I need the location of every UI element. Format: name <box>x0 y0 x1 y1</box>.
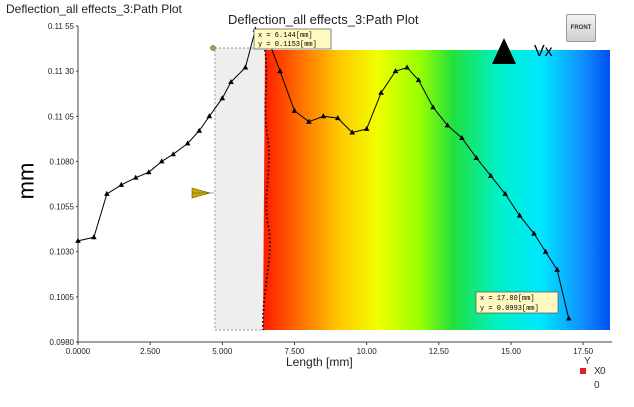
x-tick-label: 7.500 <box>284 347 305 356</box>
triad-x-zero: 0 <box>600 366 606 377</box>
data-point-marker[interactable] <box>277 68 283 74</box>
data-point-marker[interactable] <box>542 248 549 254</box>
data-point-marker[interactable] <box>104 190 110 196</box>
data-point-marker[interactable] <box>531 230 537 236</box>
data-point-marker[interactable] <box>306 118 312 124</box>
point-tooltip-end: x = 17.00[mm] y = 0.0993[mm] <box>475 291 559 314</box>
x-tick-label: 15.00 <box>501 347 522 356</box>
x-tick-label: 12.50 <box>429 347 450 356</box>
tooltip-y-line: y = 0.1153[mm] <box>258 41 317 49</box>
data-point-marker[interactable] <box>334 115 341 121</box>
data-point-marker[interactable] <box>320 113 327 119</box>
deflection-contour <box>263 50 610 330</box>
vx-arrow-icon <box>492 38 516 64</box>
data-point-marker[interactable] <box>145 169 152 175</box>
y-tick-label: 0.0980 <box>50 338 75 347</box>
triad-x-label: X <box>594 366 601 377</box>
point-tooltip-max: x = 6.144[mm] y = 0.1153[mm] <box>253 28 332 50</box>
y-tick-label: 0.11 30 <box>48 67 75 76</box>
triad-origin-icon <box>580 368 586 374</box>
tooltip-y-line: y = 0.0993[mm] <box>480 305 539 313</box>
y-axis-label: mm <box>13 162 39 200</box>
data-point-marker[interactable] <box>118 181 125 187</box>
y-tick-label: 0.1030 <box>50 248 75 257</box>
y-tick-label: 0.11 55 <box>48 22 75 31</box>
data-point-marker[interactable] <box>228 78 234 84</box>
y-tick-label: 0.1055 <box>50 203 75 212</box>
y-tick-labels: 0.0980 0.1005 0.1030 0.1055 0.1080 0.11 05 0.1… <box>48 22 78 347</box>
x-tick-label: 0.0000 <box>66 347 91 356</box>
data-point-marker[interactable] <box>565 315 572 321</box>
data-point-marker[interactable] <box>132 174 139 180</box>
data-point-marker[interactable] <box>473 154 480 160</box>
data-point-marker[interactable] <box>196 127 203 133</box>
data-point-marker[interactable] <box>502 190 508 196</box>
data-point-marker[interactable] <box>516 212 523 218</box>
x-tick-label: 17.50 <box>573 347 594 356</box>
front-view-button[interactable]: FRONT <box>566 14 596 42</box>
y-tick-label: 0.11 05 <box>48 112 75 121</box>
data-point-marker[interactable] <box>91 234 97 240</box>
x-tick-labels: 0.0000 2.500 5.000 7.500 10.00 12.50 15.00 17.5… <box>66 342 594 356</box>
part-gray-region <box>214 47 268 331</box>
data-point-marker[interactable] <box>219 95 226 101</box>
data-point-marker[interactable] <box>349 129 356 135</box>
data-point-marker[interactable] <box>242 64 249 70</box>
data-point-marker[interactable] <box>444 122 451 128</box>
data-point-marker[interactable] <box>404 64 410 70</box>
y-tick-label: 0.1005 <box>50 293 75 302</box>
data-point-marker[interactable] <box>363 125 370 131</box>
window-title: Deflection_all effects_3:Path Plot <box>6 2 182 16</box>
data-point-marker[interactable] <box>170 151 177 157</box>
deflection-series <box>75 26 572 321</box>
data-point-marker[interactable] <box>206 113 213 119</box>
data-point-marker[interactable] <box>415 77 422 83</box>
data-point-marker[interactable] <box>487 172 494 178</box>
triad-y-label: Y <box>584 356 591 367</box>
data-point-marker[interactable] <box>158 158 165 164</box>
x-tick-label: 2.500 <box>140 347 161 356</box>
vx-label: Vx <box>534 43 553 60</box>
tooltip-x-line: x = 17.00[mm] <box>480 295 535 303</box>
coordinate-triad: Y X 0 0 <box>580 356 620 402</box>
data-point-marker[interactable] <box>459 134 465 140</box>
data-point-marker[interactable] <box>75 237 81 243</box>
x-tick-label: 10.00 <box>357 347 378 356</box>
data-point-marker[interactable] <box>184 140 191 146</box>
tooltip-x-line: x = 6.144[mm] <box>258 32 313 40</box>
data-point-marker[interactable] <box>291 107 298 113</box>
data-point-marker[interactable] <box>554 266 560 272</box>
x-tick-label: 5.000 <box>212 347 233 356</box>
data-point-marker[interactable] <box>378 89 384 95</box>
triad-bottom-zero: 0 <box>594 380 600 391</box>
data-point-marker[interactable] <box>392 68 399 74</box>
y-tick-label: 0.1080 <box>50 157 75 166</box>
x-axis-label: Length [mm] <box>286 355 353 369</box>
chart-title: Deflection_all effects_3:Path Plot <box>228 12 419 27</box>
deflection-line <box>77 28 570 319</box>
data-point-marker[interactable] <box>430 104 436 110</box>
path-start-marker <box>210 45 216 51</box>
